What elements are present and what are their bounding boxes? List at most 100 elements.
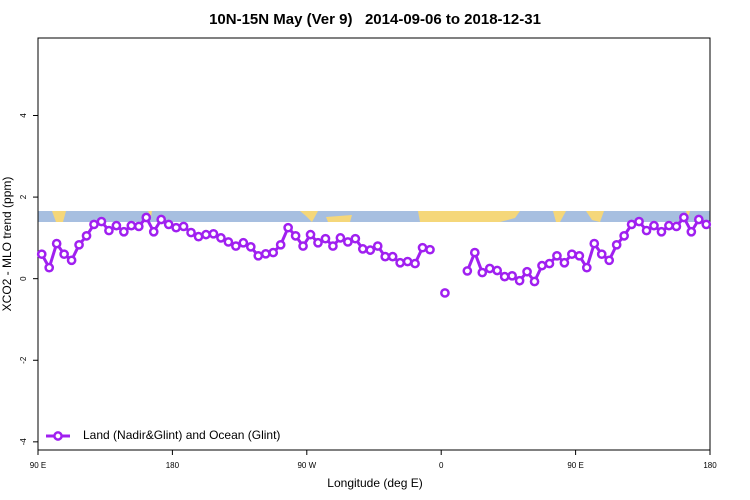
data-point	[74, 239, 84, 250]
data-point	[59, 249, 69, 260]
data-point	[701, 219, 712, 230]
data-point	[425, 244, 435, 255]
data-point	[387, 251, 398, 262]
data-point	[283, 222, 293, 233]
data-point	[231, 241, 241, 251]
data-point	[596, 249, 607, 260]
data-point	[298, 241, 308, 251]
data-point	[111, 220, 122, 231]
data-point	[634, 216, 644, 227]
data-point	[462, 266, 473, 276]
data-point	[499, 271, 510, 282]
data-point	[290, 230, 301, 241]
data-point	[223, 237, 234, 247]
data-point	[671, 221, 682, 232]
data-point	[574, 250, 585, 261]
x-tick-label: 180	[703, 461, 717, 470]
data-point	[469, 247, 480, 258]
data-point	[268, 247, 279, 258]
data-point	[81, 230, 92, 241]
x-tick-label: 90 E	[567, 461, 583, 470]
data-point	[89, 219, 99, 230]
data-point	[484, 263, 495, 274]
data-point	[477, 267, 488, 278]
data-point	[260, 248, 271, 259]
data-point	[440, 288, 450, 298]
data-point	[141, 212, 152, 223]
data-point	[186, 227, 196, 238]
data-point	[395, 257, 405, 268]
data-point	[522, 266, 532, 277]
data-point	[649, 220, 659, 231]
data-point	[156, 214, 167, 225]
y-tick-label: 2	[19, 194, 28, 199]
data-point	[305, 229, 316, 240]
y-tick-label: -4	[19, 438, 28, 446]
data-point	[581, 262, 592, 273]
data-point	[365, 245, 376, 255]
data-point	[148, 226, 159, 237]
data-point	[343, 237, 353, 247]
data-point	[611, 239, 622, 250]
data-point	[410, 258, 420, 269]
data-point	[201, 229, 211, 240]
data-point	[664, 220, 674, 231]
data-point	[96, 216, 107, 227]
data-point	[679, 212, 689, 223]
y-tick-label: -2	[19, 356, 28, 364]
legend-marker	[53, 431, 63, 441]
map-strip	[38, 211, 710, 222]
data-point	[507, 270, 517, 281]
data-point	[126, 220, 137, 231]
data-point	[604, 255, 615, 266]
x-axis-label: Longitude (deg E)	[327, 476, 422, 490]
data-point	[253, 250, 264, 261]
data-point	[335, 233, 346, 243]
y-tick-label: 4	[19, 113, 28, 118]
x-tick-label: 180	[166, 461, 180, 470]
plot-frame	[37, 37, 711, 451]
data-point	[402, 256, 413, 267]
data-point	[544, 258, 555, 269]
y-tick-label: 0	[19, 276, 28, 281]
data-point	[589, 238, 600, 249]
data-point	[245, 242, 256, 252]
data-point	[178, 221, 189, 232]
x-tick-label: 90 W	[297, 461, 316, 470]
data-point	[357, 244, 368, 254]
data-point	[119, 226, 129, 237]
data-point	[686, 226, 697, 237]
data-point	[163, 219, 174, 230]
data-point	[619, 230, 629, 241]
data-point	[328, 241, 338, 251]
data-point	[641, 225, 652, 236]
x-tick-label: 0	[439, 461, 444, 470]
data-point	[44, 262, 55, 273]
data-point	[320, 233, 331, 244]
data-point	[537, 260, 547, 271]
data-point	[171, 222, 181, 233]
data-point	[238, 237, 249, 248]
data-point	[66, 255, 77, 266]
y-axis-label: XCO2 - MLO trend (ppm)	[0, 177, 14, 312]
legend-label: Land (Nadir&Glint) and Ocean (Glint)	[83, 428, 280, 442]
data-point	[104, 225, 114, 236]
data-point	[133, 221, 144, 232]
data-point	[380, 251, 391, 262]
data-point	[417, 242, 428, 253]
data-point	[626, 219, 637, 230]
data-point	[693, 214, 704, 225]
chart-title: 10N-15N May (Ver 9) 2014-09-06 to 2018-1…	[209, 11, 541, 28]
data-point	[559, 257, 570, 268]
data-point	[208, 228, 219, 239]
data-point	[36, 249, 47, 260]
x-tick-label: 90 E	[30, 461, 46, 470]
data-point	[372, 241, 383, 251]
data-point	[313, 237, 323, 248]
data-point	[275, 239, 286, 250]
data-point	[51, 238, 62, 249]
data-point	[656, 226, 667, 237]
data-point	[193, 231, 204, 242]
data-point	[567, 249, 577, 260]
